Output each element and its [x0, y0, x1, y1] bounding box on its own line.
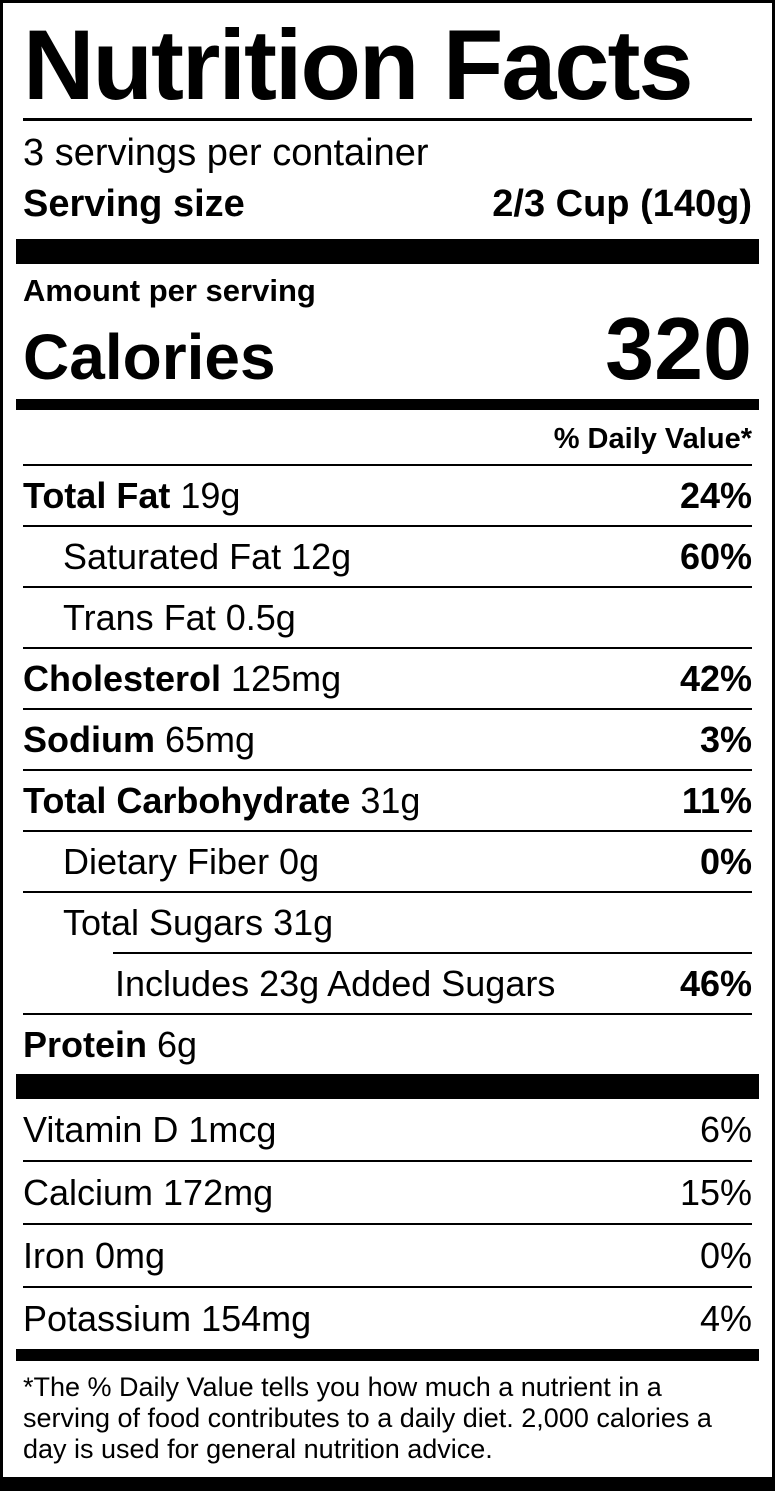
micronutrient-label: Iron 0mg — [23, 1235, 166, 1277]
calories-row: Calories 320 — [23, 299, 752, 399]
calories-value: 320 — [605, 299, 752, 398]
serving-size-row: Serving size 2/3 Cup (140g) — [23, 176, 752, 239]
nutrient-label: Total Carbohydrate 31g — [23, 780, 421, 822]
label-title: Nutrition Facts — [23, 3, 752, 121]
row-trans-fat: Trans Fat 0.5g — [23, 588, 752, 650]
micronutrient-daily-value: 0% — [699, 1235, 752, 1277]
amount-per-serving-label: Amount per serving — [23, 273, 316, 308]
micronutrient-daily-value: 4% — [699, 1298, 752, 1340]
separator-bar-calories — [16, 399, 759, 411]
row-total-sugars: Total Sugars 31g — [23, 893, 752, 952]
nutrient-daily-value: 42% — [679, 658, 752, 700]
micronutrient-label: Vitamin D 1mcg — [23, 1109, 277, 1151]
nutrient-daily-value: 3% — [699, 719, 752, 761]
row-iron: Iron 0mg 0% — [23, 1225, 752, 1289]
nutrient-daily-value: 11% — [681, 780, 752, 822]
nutrient-label: Total Fat 19g — [23, 475, 241, 517]
nutrient-label: Dietary Fiber 0g — [63, 841, 320, 883]
nutrient-daily-value: 0% — [699, 841, 752, 883]
nutrient-label: Sodium 65mg — [23, 719, 256, 761]
nutrient-daily-value: 24% — [679, 475, 752, 517]
row-total-fat: Total Fat 19g 24% — [23, 466, 752, 528]
micronutrient-daily-value: 15% — [679, 1172, 752, 1214]
micronutrient-label: Potassium 154mg — [23, 1298, 312, 1340]
micronutrient-label: Calcium 172mg — [23, 1172, 274, 1214]
nutrient-label: Protein 6g — [23, 1024, 198, 1066]
row-calcium: Calcium 172mg 15% — [23, 1162, 752, 1226]
added-sugars-partial-rule — [113, 952, 752, 955]
row-sodium: Sodium 65mg 3% — [23, 710, 752, 772]
serving-size-value: 2/3 Cup (140g) — [492, 183, 752, 225]
daily-value-header: % Daily Value* — [23, 410, 752, 467]
serving-size-label: Serving size — [23, 183, 245, 225]
nutrient-label: Cholesterol 125mg — [23, 658, 342, 700]
separator-bar-thick-top — [16, 239, 759, 264]
nutrient-daily-value: 46% — [679, 963, 752, 1005]
row-saturated-fat: Saturated Fat 12g 60% — [23, 527, 752, 589]
micronutrient-daily-value: 6% — [699, 1109, 752, 1151]
row-dietary-fiber: Dietary Fiber 0g 0% — [23, 832, 752, 894]
servings-per-container: 3 servings per container — [23, 132, 429, 174]
nutrient-label: Includes 23g Added Sugars — [115, 963, 556, 1005]
nutrient-label: Trans Fat 0.5g — [63, 597, 296, 639]
calories-label: Calories — [23, 321, 276, 393]
row-added-sugars: Includes 23g Added Sugars 46% — [23, 954, 752, 1016]
nutrient-daily-value: 60% — [679, 536, 752, 578]
separator-bar-thick-middle — [16, 1074, 759, 1100]
row-potassium: Potassium 154mg 4% — [23, 1288, 752, 1349]
row-vitamin-d: Vitamin D 1mcg 6% — [23, 1099, 752, 1163]
nutrient-label: Total Sugars 31g — [63, 902, 334, 944]
row-cholesterol: Cholesterol 125mg 42% — [23, 649, 752, 711]
row-total-carbohydrate: Total Carbohydrate 31g 11% — [23, 771, 752, 833]
daily-value-footnote: *The % Daily Value tells you how much a … — [23, 1372, 712, 1465]
row-protein: Protein 6g — [23, 1015, 752, 1074]
nutrient-label: Saturated Fat 12g — [63, 536, 352, 578]
separator-bar-footnote — [16, 1349, 759, 1362]
